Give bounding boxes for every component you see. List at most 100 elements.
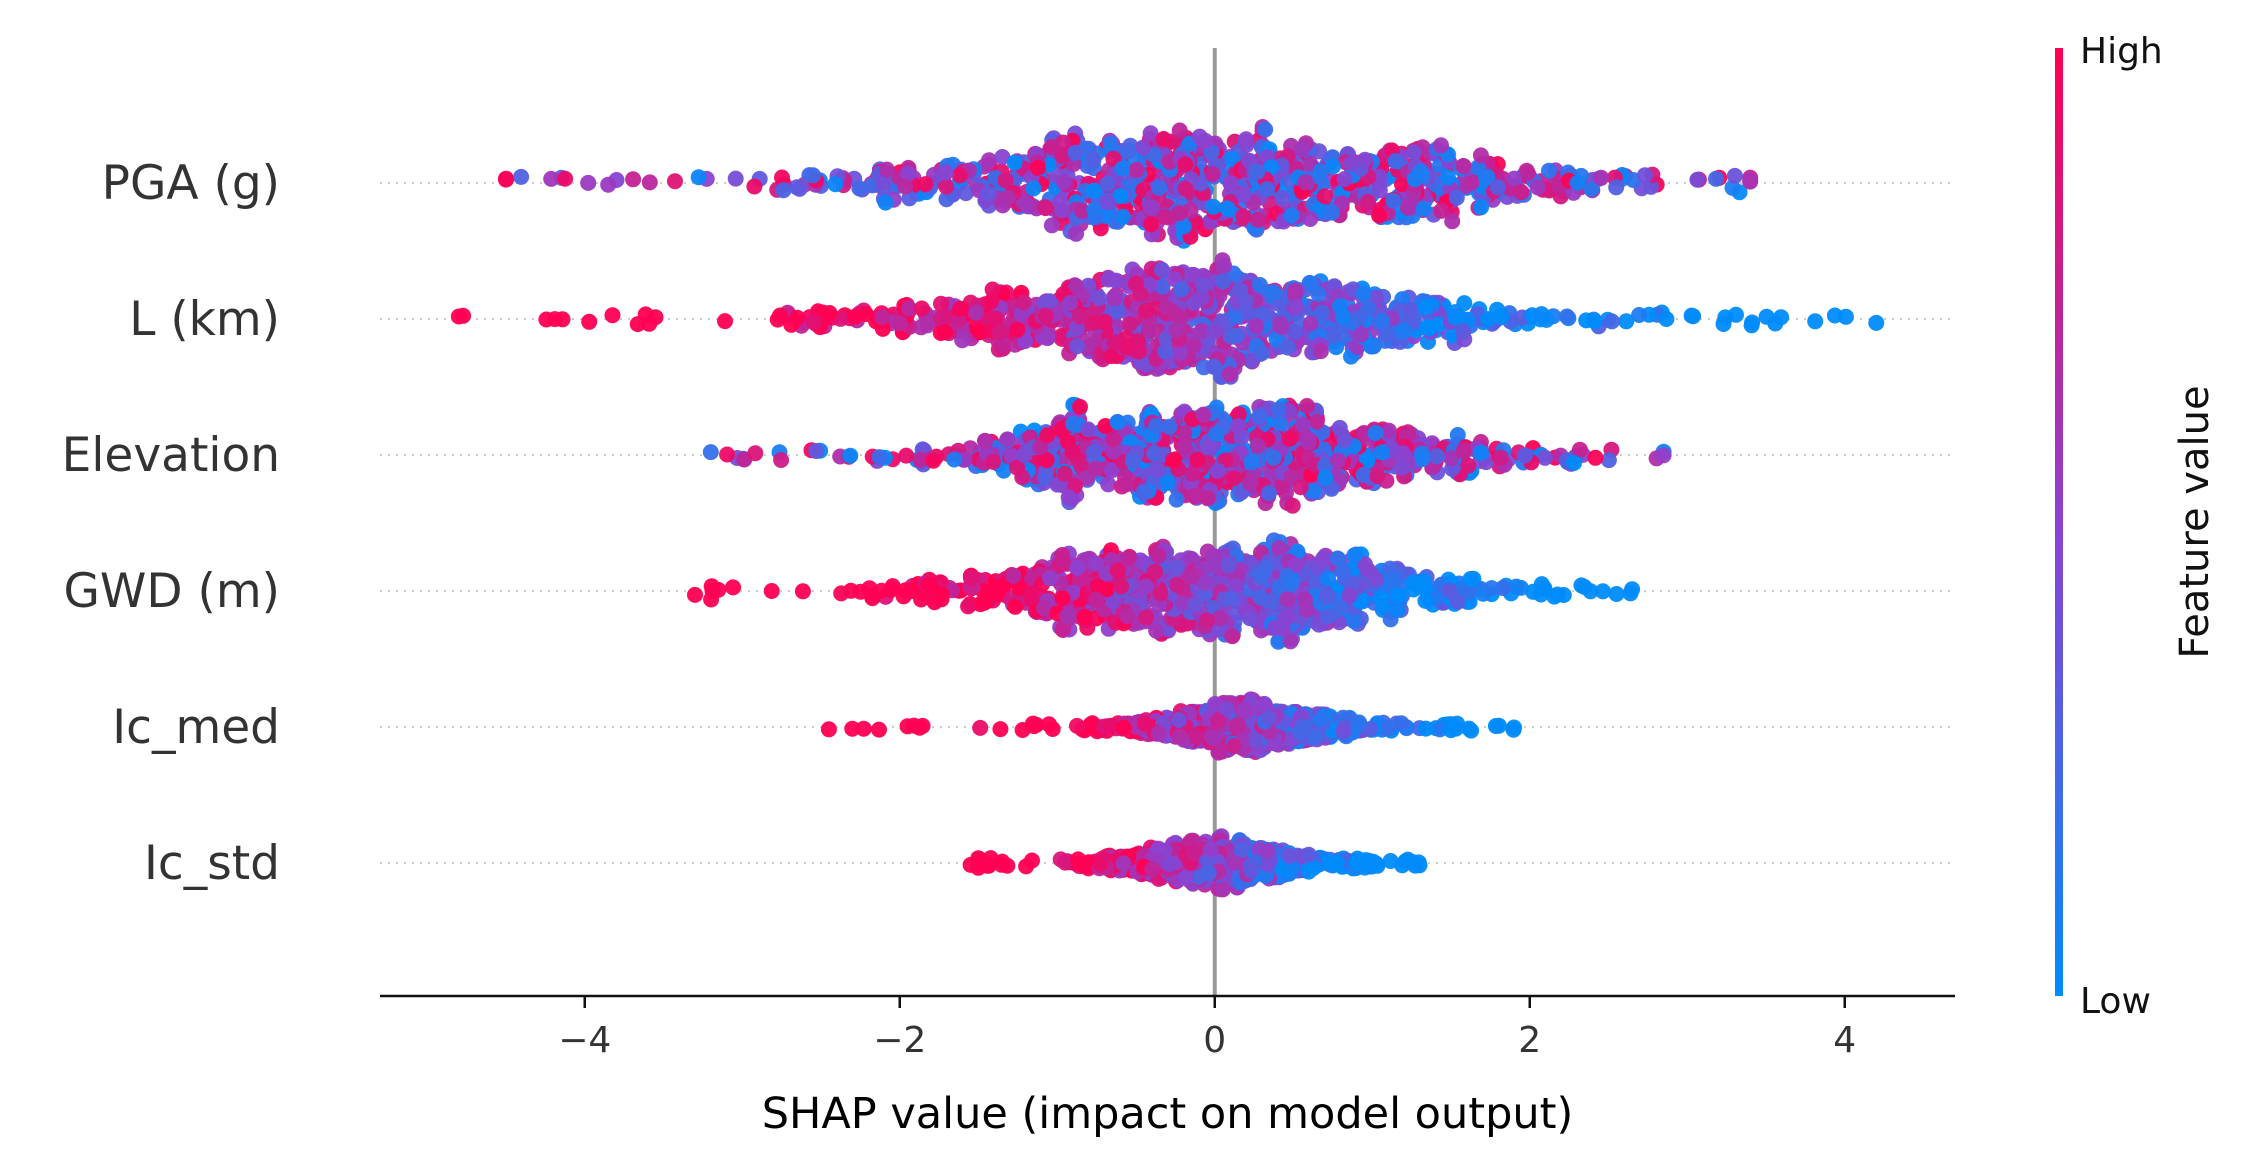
- data-point: [913, 591, 930, 608]
- data-point: [1373, 444, 1390, 461]
- data-point: [983, 293, 999, 310]
- data-point: [747, 445, 764, 462]
- data-point: [871, 449, 888, 466]
- data-point: [1189, 451, 1206, 468]
- data-point: [1068, 278, 1084, 295]
- data-point: [1460, 457, 1477, 474]
- data-point: [1029, 159, 1046, 176]
- data-point: [1174, 595, 1191, 611]
- data-point: [1176, 438, 1193, 455]
- data-point: [1455, 442, 1472, 459]
- data-point: [1439, 169, 1456, 186]
- data-point: [1171, 728, 1188, 745]
- data-point: [1091, 289, 1107, 306]
- data-point: [1114, 160, 1131, 177]
- data-point: [997, 172, 1014, 189]
- data-point: [1608, 179, 1625, 196]
- data-point: [871, 721, 887, 738]
- data-point: [1150, 725, 1167, 742]
- data-point: [1210, 713, 1226, 730]
- data-point: [774, 169, 790, 186]
- data-point: [1089, 578, 1106, 595]
- data-point: [1536, 580, 1553, 597]
- data-point: [1120, 142, 1137, 159]
- data-point: [1487, 718, 1504, 734]
- data-point: [1043, 139, 1060, 156]
- data-point: [878, 161, 895, 178]
- data-point: [1263, 159, 1279, 176]
- data-point: [1206, 323, 1223, 340]
- data-point: [1055, 173, 1072, 190]
- data-point: [1260, 710, 1277, 726]
- data-point: [1037, 469, 1054, 486]
- data-point: [1143, 216, 1160, 233]
- data-point: [1418, 298, 1434, 315]
- data-point: [1371, 182, 1388, 199]
- data-point: [1317, 457, 1334, 474]
- data-point: [1250, 211, 1266, 228]
- data-point: [1455, 323, 1472, 340]
- data-point: [1298, 601, 1315, 618]
- data-point: [1127, 275, 1144, 292]
- data-point: [498, 171, 514, 188]
- data-point: [1037, 200, 1054, 217]
- data-point: [1516, 447, 1533, 464]
- data-point: [1587, 449, 1604, 466]
- data-point: [1171, 122, 1188, 139]
- data-point: [952, 300, 969, 317]
- data-point: [1274, 479, 1290, 496]
- data-point: [1655, 447, 1672, 464]
- data-point: [1186, 267, 1203, 284]
- data-point: [1103, 348, 1120, 365]
- data-point: [1159, 475, 1176, 491]
- data-point: [1142, 125, 1159, 142]
- data-point: [1156, 208, 1173, 225]
- data-point: [874, 309, 891, 326]
- data-point: [1032, 439, 1049, 456]
- data-point: [1443, 450, 1460, 467]
- data-point: [1299, 398, 1315, 414]
- data-point: [1271, 540, 1288, 557]
- data-point: [794, 583, 811, 600]
- data-point: [1226, 738, 1242, 755]
- data-point: [1153, 261, 1170, 278]
- data-point: [1087, 460, 1104, 477]
- data-point: [1320, 570, 1337, 587]
- data-point: [1506, 170, 1523, 187]
- data-point: [1035, 600, 1052, 617]
- data-point: [977, 433, 994, 449]
- data-point: [1444, 213, 1461, 230]
- data-point: [1355, 466, 1372, 483]
- data-point: [1177, 180, 1194, 197]
- data-point: [1373, 590, 1390, 607]
- data-point: [1080, 421, 1097, 438]
- data-point: [1332, 298, 1348, 315]
- data-point: [1024, 852, 1040, 869]
- data-point: [1472, 147, 1489, 164]
- data-point: [1195, 406, 1212, 423]
- data-point: [976, 594, 993, 611]
- data-point: [1380, 422, 1397, 439]
- data-point: [1311, 143, 1328, 160]
- data-point: [1489, 179, 1506, 196]
- data-point: [1493, 309, 1510, 325]
- data-point: [899, 718, 916, 735]
- data-point: [1151, 596, 1167, 613]
- data-point: [1320, 588, 1337, 605]
- data-point: [805, 167, 821, 184]
- data-point: [1310, 286, 1327, 303]
- data-point: [1173, 281, 1190, 298]
- data-point: [557, 170, 574, 187]
- data-point: [833, 585, 850, 602]
- data-point: [1228, 327, 1245, 344]
- data-point: [1393, 715, 1410, 732]
- data-point: [1268, 331, 1285, 348]
- data-point: [1243, 454, 1260, 471]
- data-point: [1384, 572, 1401, 589]
- data-point: [1128, 162, 1145, 178]
- data-point: [1519, 165, 1536, 182]
- data-point: [1631, 307, 1648, 323]
- data-point: [1241, 610, 1258, 627]
- data-point: [1355, 285, 1372, 302]
